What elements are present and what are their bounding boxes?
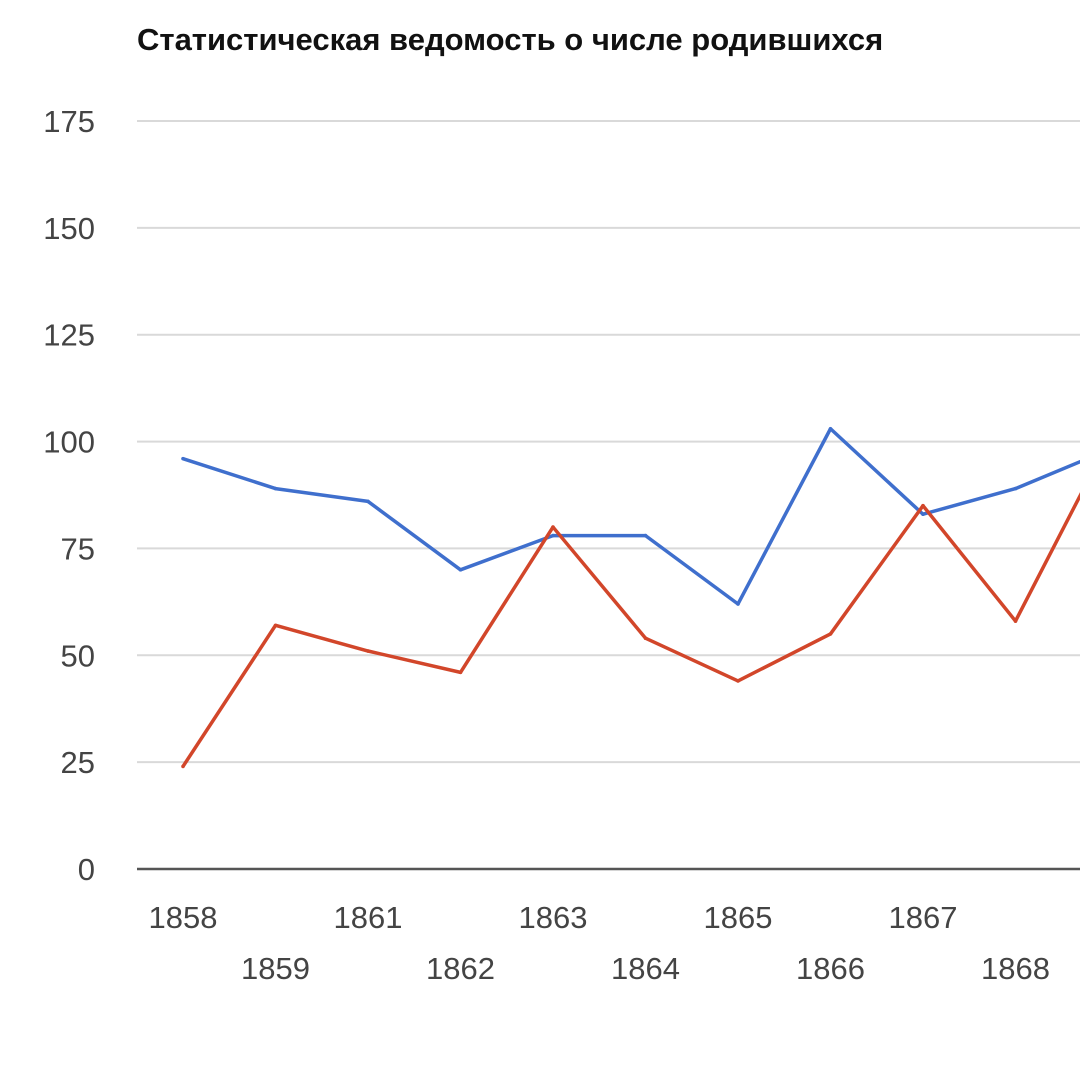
data-point <box>458 568 463 572</box>
y-tick-label: 0 <box>78 852 95 887</box>
data-point <box>643 636 648 640</box>
data-point <box>551 525 555 529</box>
data-point <box>366 499 370 504</box>
chart-title: Статистическая ведомость о числе родивши… <box>137 22 884 57</box>
y-tick-label: 75 <box>61 531 95 566</box>
data-point <box>273 623 278 628</box>
x-tick-label: 1858 <box>149 900 218 935</box>
data-point <box>181 456 185 461</box>
y-tick-label: 125 <box>43 318 95 353</box>
data-point <box>551 533 555 538</box>
x-axis-ticks: 1858 1859 1861 1862 1863 1864 1865 1866 1867 1868… <box>149 900 1050 986</box>
x-tick-label: 1863 <box>519 900 588 935</box>
data-point <box>643 533 648 538</box>
y-tick-label: 100 <box>43 425 95 460</box>
data-point <box>736 679 740 683</box>
x-tick-label: 1864 <box>611 951 680 986</box>
x-tick-label: 1868 <box>981 951 1050 986</box>
y-tick-label: 150 <box>43 211 95 246</box>
series-line-2 <box>181 492 1080 768</box>
x-tick-label: 1866 <box>796 951 865 986</box>
gridlines <box>137 120 1080 764</box>
y-tick-label: 25 <box>61 745 95 780</box>
series-line-1 <box>182 426 1080 606</box>
data-point <box>921 503 925 508</box>
y-axis-ticks: 0 25 50 75 100 125 150 175 <box>43 104 95 887</box>
data-point <box>828 426 833 431</box>
data-point <box>1013 619 1018 623</box>
y-tick-label: 50 <box>61 638 95 673</box>
x-tick-label: 1859 <box>241 951 310 986</box>
x-tick-label: 1865 <box>704 900 773 935</box>
x-tick-label: 1867 <box>889 900 958 935</box>
data-point <box>736 602 740 606</box>
data-point <box>828 632 833 636</box>
data-point <box>273 486 278 491</box>
data-point <box>1013 486 1018 491</box>
y-tick-label: 175 <box>43 104 95 139</box>
data-point <box>921 512 925 517</box>
data-point <box>366 649 370 653</box>
series-lines <box>181 426 1080 769</box>
data-point <box>181 764 185 769</box>
x-tick-label: 1861 <box>334 900 403 935</box>
x-tick-label: 1862 <box>426 951 495 986</box>
data-point <box>458 670 463 675</box>
